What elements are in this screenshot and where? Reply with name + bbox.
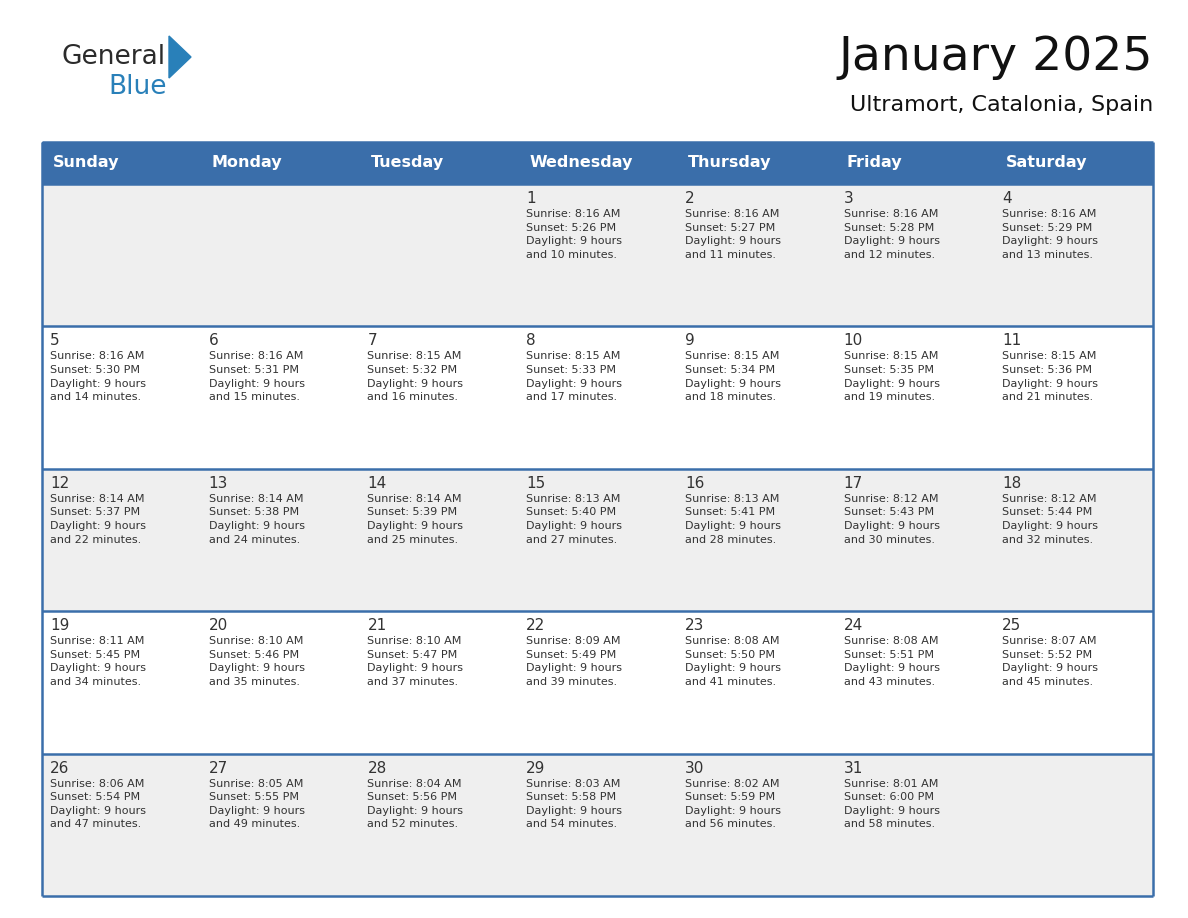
Text: 31: 31 [843,761,862,776]
Text: Sunrise: 8:14 AM
Sunset: 5:39 PM
Daylight: 9 hours
and 25 minutes.: Sunrise: 8:14 AM Sunset: 5:39 PM Dayligh… [367,494,463,544]
Text: 13: 13 [209,476,228,491]
Bar [201,142,360,184]
Text: Sunrise: 8:13 AM
Sunset: 5:41 PM
Daylight: 9 hours
and 28 minutes.: Sunrise: 8:13 AM Sunset: 5:41 PM Dayligh… [684,494,781,544]
Text: 3: 3 [843,191,853,206]
Text: Sunrise: 8:08 AM
Sunset: 5:51 PM
Daylight: 9 hours
and 43 minutes.: Sunrise: 8:08 AM Sunset: 5:51 PM Dayligh… [843,636,940,687]
Text: Sunrise: 8:09 AM
Sunset: 5:49 PM
Daylight: 9 hours
and 39 minutes.: Sunrise: 8:09 AM Sunset: 5:49 PM Dayligh… [526,636,623,687]
Text: 26: 26 [50,761,69,776]
Text: Sunrise: 8:01 AM
Sunset: 6:00 PM
Daylight: 9 hours
and 58 minutes.: Sunrise: 8:01 AM Sunset: 6:00 PM Dayligh… [843,778,940,829]
Text: Sunrise: 8:05 AM
Sunset: 5:55 PM
Daylight: 9 hours
and 49 minutes.: Sunrise: 8:05 AM Sunset: 5:55 PM Dayligh… [209,778,304,829]
Text: Sunrise: 8:08 AM
Sunset: 5:50 PM
Daylight: 9 hours
and 41 minutes.: Sunrise: 8:08 AM Sunset: 5:50 PM Dayligh… [684,636,781,687]
Text: 19: 19 [50,618,69,633]
Text: 23: 23 [684,618,704,633]
Text: 29: 29 [526,761,545,776]
Text: 1: 1 [526,191,536,206]
Text: 22: 22 [526,618,545,633]
Text: Ultramort, Catalonia, Spain: Ultramort, Catalonia, Spain [849,95,1154,115]
Text: 14: 14 [367,476,386,491]
Text: Sunrise: 8:12 AM
Sunset: 5:44 PM
Daylight: 9 hours
and 32 minutes.: Sunrise: 8:12 AM Sunset: 5:44 PM Dayligh… [1003,494,1098,544]
Text: Sunrise: 8:15 AM
Sunset: 5:33 PM
Daylight: 9 hours
and 17 minutes.: Sunrise: 8:15 AM Sunset: 5:33 PM Dayligh… [526,352,623,402]
Text: Sunrise: 8:15 AM
Sunset: 5:34 PM
Daylight: 9 hours
and 18 minutes.: Sunrise: 8:15 AM Sunset: 5:34 PM Dayligh… [684,352,781,402]
Text: Sunrise: 8:14 AM
Sunset: 5:38 PM
Daylight: 9 hours
and 24 minutes.: Sunrise: 8:14 AM Sunset: 5:38 PM Dayligh… [209,494,304,544]
Text: Sunrise: 8:02 AM
Sunset: 5:59 PM
Daylight: 9 hours
and 56 minutes.: Sunrise: 8:02 AM Sunset: 5:59 PM Dayligh… [684,778,781,829]
Text: 7: 7 [367,333,377,349]
Text: 11: 11 [1003,333,1022,349]
Text: Sunrise: 8:15 AM
Sunset: 5:36 PM
Daylight: 9 hours
and 21 minutes.: Sunrise: 8:15 AM Sunset: 5:36 PM Dayligh… [1003,352,1098,402]
Text: 28: 28 [367,761,386,776]
Text: Sunrise: 8:14 AM
Sunset: 5:37 PM
Daylight: 9 hours
and 22 minutes.: Sunrise: 8:14 AM Sunset: 5:37 PM Dayligh… [50,494,146,544]
Text: Sunrise: 8:04 AM
Sunset: 5:56 PM
Daylight: 9 hours
and 52 minutes.: Sunrise: 8:04 AM Sunset: 5:56 PM Dayligh… [367,778,463,829]
Text: Sunrise: 8:16 AM
Sunset: 5:27 PM
Daylight: 9 hours
and 11 minutes.: Sunrise: 8:16 AM Sunset: 5:27 PM Dayligh… [684,209,781,260]
Text: January 2025: January 2025 [839,36,1154,81]
Text: 6: 6 [209,333,219,349]
Text: Sunrise: 8:16 AM
Sunset: 5:30 PM
Daylight: 9 hours
and 14 minutes.: Sunrise: 8:16 AM Sunset: 5:30 PM Dayligh… [50,352,146,402]
Text: 10: 10 [843,333,862,349]
Text: Sunrise: 8:16 AM
Sunset: 5:28 PM
Daylight: 9 hours
and 12 minutes.: Sunrise: 8:16 AM Sunset: 5:28 PM Dayligh… [843,209,940,260]
Text: 27: 27 [209,761,228,776]
Text: Sunrise: 8:16 AM
Sunset: 5:31 PM
Daylight: 9 hours
and 15 minutes.: Sunrise: 8:16 AM Sunset: 5:31 PM Dayligh… [209,352,304,402]
Text: General: General [62,44,166,70]
Text: Sunrise: 8:15 AM
Sunset: 5:32 PM
Daylight: 9 hours
and 16 minutes.: Sunrise: 8:15 AM Sunset: 5:32 PM Dayligh… [367,352,463,402]
Text: Friday: Friday [847,155,903,171]
Bar [360,142,518,184]
Text: 17: 17 [843,476,862,491]
Text: Blue: Blue [108,74,166,100]
Text: 9: 9 [684,333,695,349]
Polygon shape [169,36,191,78]
Bar [835,142,994,184]
Text: Sunrise: 8:16 AM
Sunset: 5:29 PM
Daylight: 9 hours
and 13 minutes.: Sunrise: 8:16 AM Sunset: 5:29 PM Dayligh… [1003,209,1098,260]
Text: 16: 16 [684,476,704,491]
Text: Sunrise: 8:06 AM
Sunset: 5:54 PM
Daylight: 9 hours
and 47 minutes.: Sunrise: 8:06 AM Sunset: 5:54 PM Dayligh… [50,778,146,829]
Text: Sunrise: 8:16 AM
Sunset: 5:26 PM
Daylight: 9 hours
and 10 minutes.: Sunrise: 8:16 AM Sunset: 5:26 PM Dayligh… [526,209,623,260]
Text: Saturday: Saturday [1005,155,1087,171]
Text: Sunrise: 8:12 AM
Sunset: 5:43 PM
Daylight: 9 hours
and 30 minutes.: Sunrise: 8:12 AM Sunset: 5:43 PM Dayligh… [843,494,940,544]
Bar [42,469,1154,611]
Text: 4: 4 [1003,191,1012,206]
Text: 18: 18 [1003,476,1022,491]
Text: 15: 15 [526,476,545,491]
Text: 12: 12 [50,476,69,491]
Text: Sunday: Sunday [53,155,120,171]
Bar [42,611,1154,754]
Text: Sunrise: 8:15 AM
Sunset: 5:35 PM
Daylight: 9 hours
and 19 minutes.: Sunrise: 8:15 AM Sunset: 5:35 PM Dayligh… [843,352,940,402]
Bar [42,184,1154,327]
Text: 24: 24 [843,618,862,633]
Bar [42,754,1154,896]
Text: Sunrise: 8:10 AM
Sunset: 5:47 PM
Daylight: 9 hours
and 37 minutes.: Sunrise: 8:10 AM Sunset: 5:47 PM Dayligh… [367,636,463,687]
Text: 30: 30 [684,761,704,776]
Text: Tuesday: Tuesday [371,155,443,171]
Text: 25: 25 [1003,618,1022,633]
Text: 5: 5 [50,333,59,349]
Text: Sunrise: 8:03 AM
Sunset: 5:58 PM
Daylight: 9 hours
and 54 minutes.: Sunrise: 8:03 AM Sunset: 5:58 PM Dayligh… [526,778,623,829]
Bar [518,142,677,184]
Text: Wednesday: Wednesday [529,155,633,171]
Bar [677,142,835,184]
Text: 2: 2 [684,191,695,206]
Text: 8: 8 [526,333,536,349]
Text: Monday: Monday [211,155,283,171]
Text: Sunrise: 8:07 AM
Sunset: 5:52 PM
Daylight: 9 hours
and 45 minutes.: Sunrise: 8:07 AM Sunset: 5:52 PM Dayligh… [1003,636,1098,687]
Text: 21: 21 [367,618,386,633]
Text: 20: 20 [209,618,228,633]
Text: Sunrise: 8:10 AM
Sunset: 5:46 PM
Daylight: 9 hours
and 35 minutes.: Sunrise: 8:10 AM Sunset: 5:46 PM Dayligh… [209,636,304,687]
Bar [42,142,201,184]
Text: Thursday: Thursday [688,155,771,171]
Bar [994,142,1154,184]
Text: Sunrise: 8:11 AM
Sunset: 5:45 PM
Daylight: 9 hours
and 34 minutes.: Sunrise: 8:11 AM Sunset: 5:45 PM Dayligh… [50,636,146,687]
Text: Sunrise: 8:13 AM
Sunset: 5:40 PM
Daylight: 9 hours
and 27 minutes.: Sunrise: 8:13 AM Sunset: 5:40 PM Dayligh… [526,494,623,544]
Bar [42,327,1154,469]
